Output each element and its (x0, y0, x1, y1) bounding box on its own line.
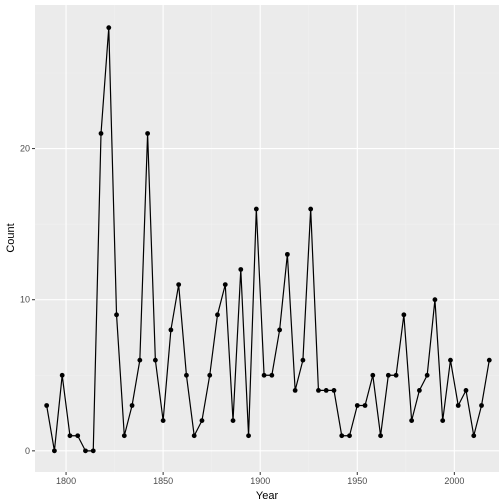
data-point (362, 403, 368, 408)
data-point (463, 387, 469, 393)
data-point (393, 372, 399, 378)
data-point (269, 372, 275, 378)
data-point (339, 433, 345, 439)
plot-panel (35, 5, 499, 472)
y-tick-label: 10 (20, 295, 30, 305)
series-line (46, 27, 490, 452)
data-point (145, 131, 151, 136)
data-point (83, 448, 88, 454)
data-point (471, 433, 477, 439)
data-point (455, 403, 461, 408)
data-point (207, 372, 213, 378)
data-point (316, 387, 321, 393)
data-point (440, 418, 446, 424)
data-point (106, 25, 112, 31)
data-point (409, 418, 415, 424)
data-point (137, 357, 143, 363)
data-point (67, 433, 73, 439)
data-point (253, 206, 259, 212)
data-point (486, 357, 492, 363)
data-point (191, 433, 197, 439)
y-tick-label: 0 (25, 446, 30, 456)
data-point (129, 403, 135, 408)
data-point (246, 433, 251, 439)
y-axis-title: Count (5, 223, 17, 252)
data-point (160, 418, 166, 424)
data-point (378, 433, 383, 439)
x-axis-title: Year (256, 490, 279, 502)
x-tick-label: 1900 (250, 476, 270, 486)
data-point (222, 282, 228, 287)
data-point (59, 372, 65, 378)
data-point (152, 357, 158, 363)
series-points-group (44, 25, 492, 454)
data-point (261, 372, 267, 378)
x-axis: 1800 1850 1900 1950 2000 (56, 472, 464, 486)
data-point (308, 206, 314, 212)
data-point (98, 131, 104, 136)
data-point (370, 372, 376, 378)
data-point (331, 387, 337, 393)
series-line-group (46, 27, 490, 452)
data-point (323, 387, 329, 393)
x-tick-label: 1850 (153, 476, 173, 486)
data-point (121, 433, 127, 439)
data-point (199, 418, 205, 424)
data-point (347, 433, 352, 439)
data-point (479, 403, 484, 408)
data-point (277, 327, 283, 333)
data-point (417, 387, 422, 393)
data-point (448, 357, 453, 363)
data-point (90, 448, 96, 454)
x-tick-label: 2000 (444, 476, 464, 486)
data-point (424, 372, 430, 378)
y-tick-label: 20 (20, 144, 30, 154)
data-point (432, 297, 438, 303)
x-tick-label: 1800 (56, 476, 76, 486)
data-point (176, 282, 182, 287)
y-axis: 0 10 20 (20, 144, 35, 456)
data-point (75, 433, 81, 439)
x-tick-label: 1950 (347, 476, 367, 486)
data-point (168, 327, 174, 333)
data-point (300, 357, 306, 363)
data-point (385, 372, 391, 378)
data-point (292, 387, 298, 393)
data-point (354, 403, 360, 408)
data-point (52, 448, 57, 454)
data-point (215, 312, 220, 318)
data-point (184, 372, 189, 378)
data-point (238, 267, 244, 272)
data-point (114, 312, 119, 318)
data-point (284, 251, 290, 257)
major-gridlines (35, 5, 499, 472)
data-point (44, 403, 50, 408)
data-point (230, 418, 236, 424)
data-point (401, 312, 407, 318)
